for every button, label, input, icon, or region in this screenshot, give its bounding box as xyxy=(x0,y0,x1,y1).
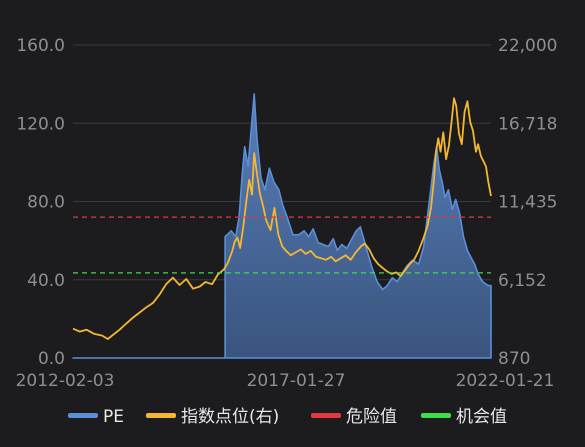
left-axis-tick-label: 40.0 xyxy=(27,271,65,291)
left-axis-tick-label: 160.0 xyxy=(16,36,65,56)
right-axis-tick-label: 870 xyxy=(498,349,530,369)
left-axis-tick-label: 120.0 xyxy=(16,114,65,134)
legend-label: 指数点位(右) xyxy=(181,407,279,427)
series-layer xyxy=(72,93,492,359)
legend-swatch xyxy=(311,413,341,418)
legend-swatch xyxy=(68,413,98,418)
x-axis-ticks: 2012-02-03 2017-01-27 2022-01-21 xyxy=(16,371,555,391)
legend-item[interactable]: 危险值 xyxy=(311,407,397,427)
x-axis-tick-label: 2012-02-03 xyxy=(16,371,115,391)
right-axis-tick-label: 22,000 xyxy=(498,36,557,56)
left-axis-tick-label: 0.0 xyxy=(38,349,65,369)
legend[interactable]: PE 指数点位(右) 危险值 机会值 xyxy=(68,407,507,427)
legend-swatch xyxy=(146,413,176,418)
right-axis-ticks: 870 6,152 11,435 16,718 22,000 xyxy=(498,36,557,369)
x-axis-tick-label: 2022-01-21 xyxy=(456,371,555,391)
legend-swatch xyxy=(421,413,451,418)
pe-area xyxy=(72,93,492,359)
legend-item[interactable]: PE xyxy=(68,407,124,427)
right-axis-tick-label: 16,718 xyxy=(498,114,557,134)
legend-item[interactable]: 机会值 xyxy=(421,407,507,427)
legend-label: 机会值 xyxy=(456,407,507,427)
legend-label: 危险值 xyxy=(346,407,397,427)
x-axis-tick-label: 2017-01-27 xyxy=(247,371,346,391)
threshold-lines xyxy=(73,216,491,274)
index-line xyxy=(72,97,492,340)
right-axis-tick-label: 11,435 xyxy=(498,193,557,213)
legend-label: PE xyxy=(103,407,124,427)
left-axis-ticks: 0.0 40.0 80.0 120.0 160.0 xyxy=(16,36,65,369)
left-axis-tick-label: 80.0 xyxy=(27,193,65,213)
legend-item[interactable]: 指数点位(右) xyxy=(146,407,279,427)
right-axis-tick-label: 6,152 xyxy=(498,271,547,291)
